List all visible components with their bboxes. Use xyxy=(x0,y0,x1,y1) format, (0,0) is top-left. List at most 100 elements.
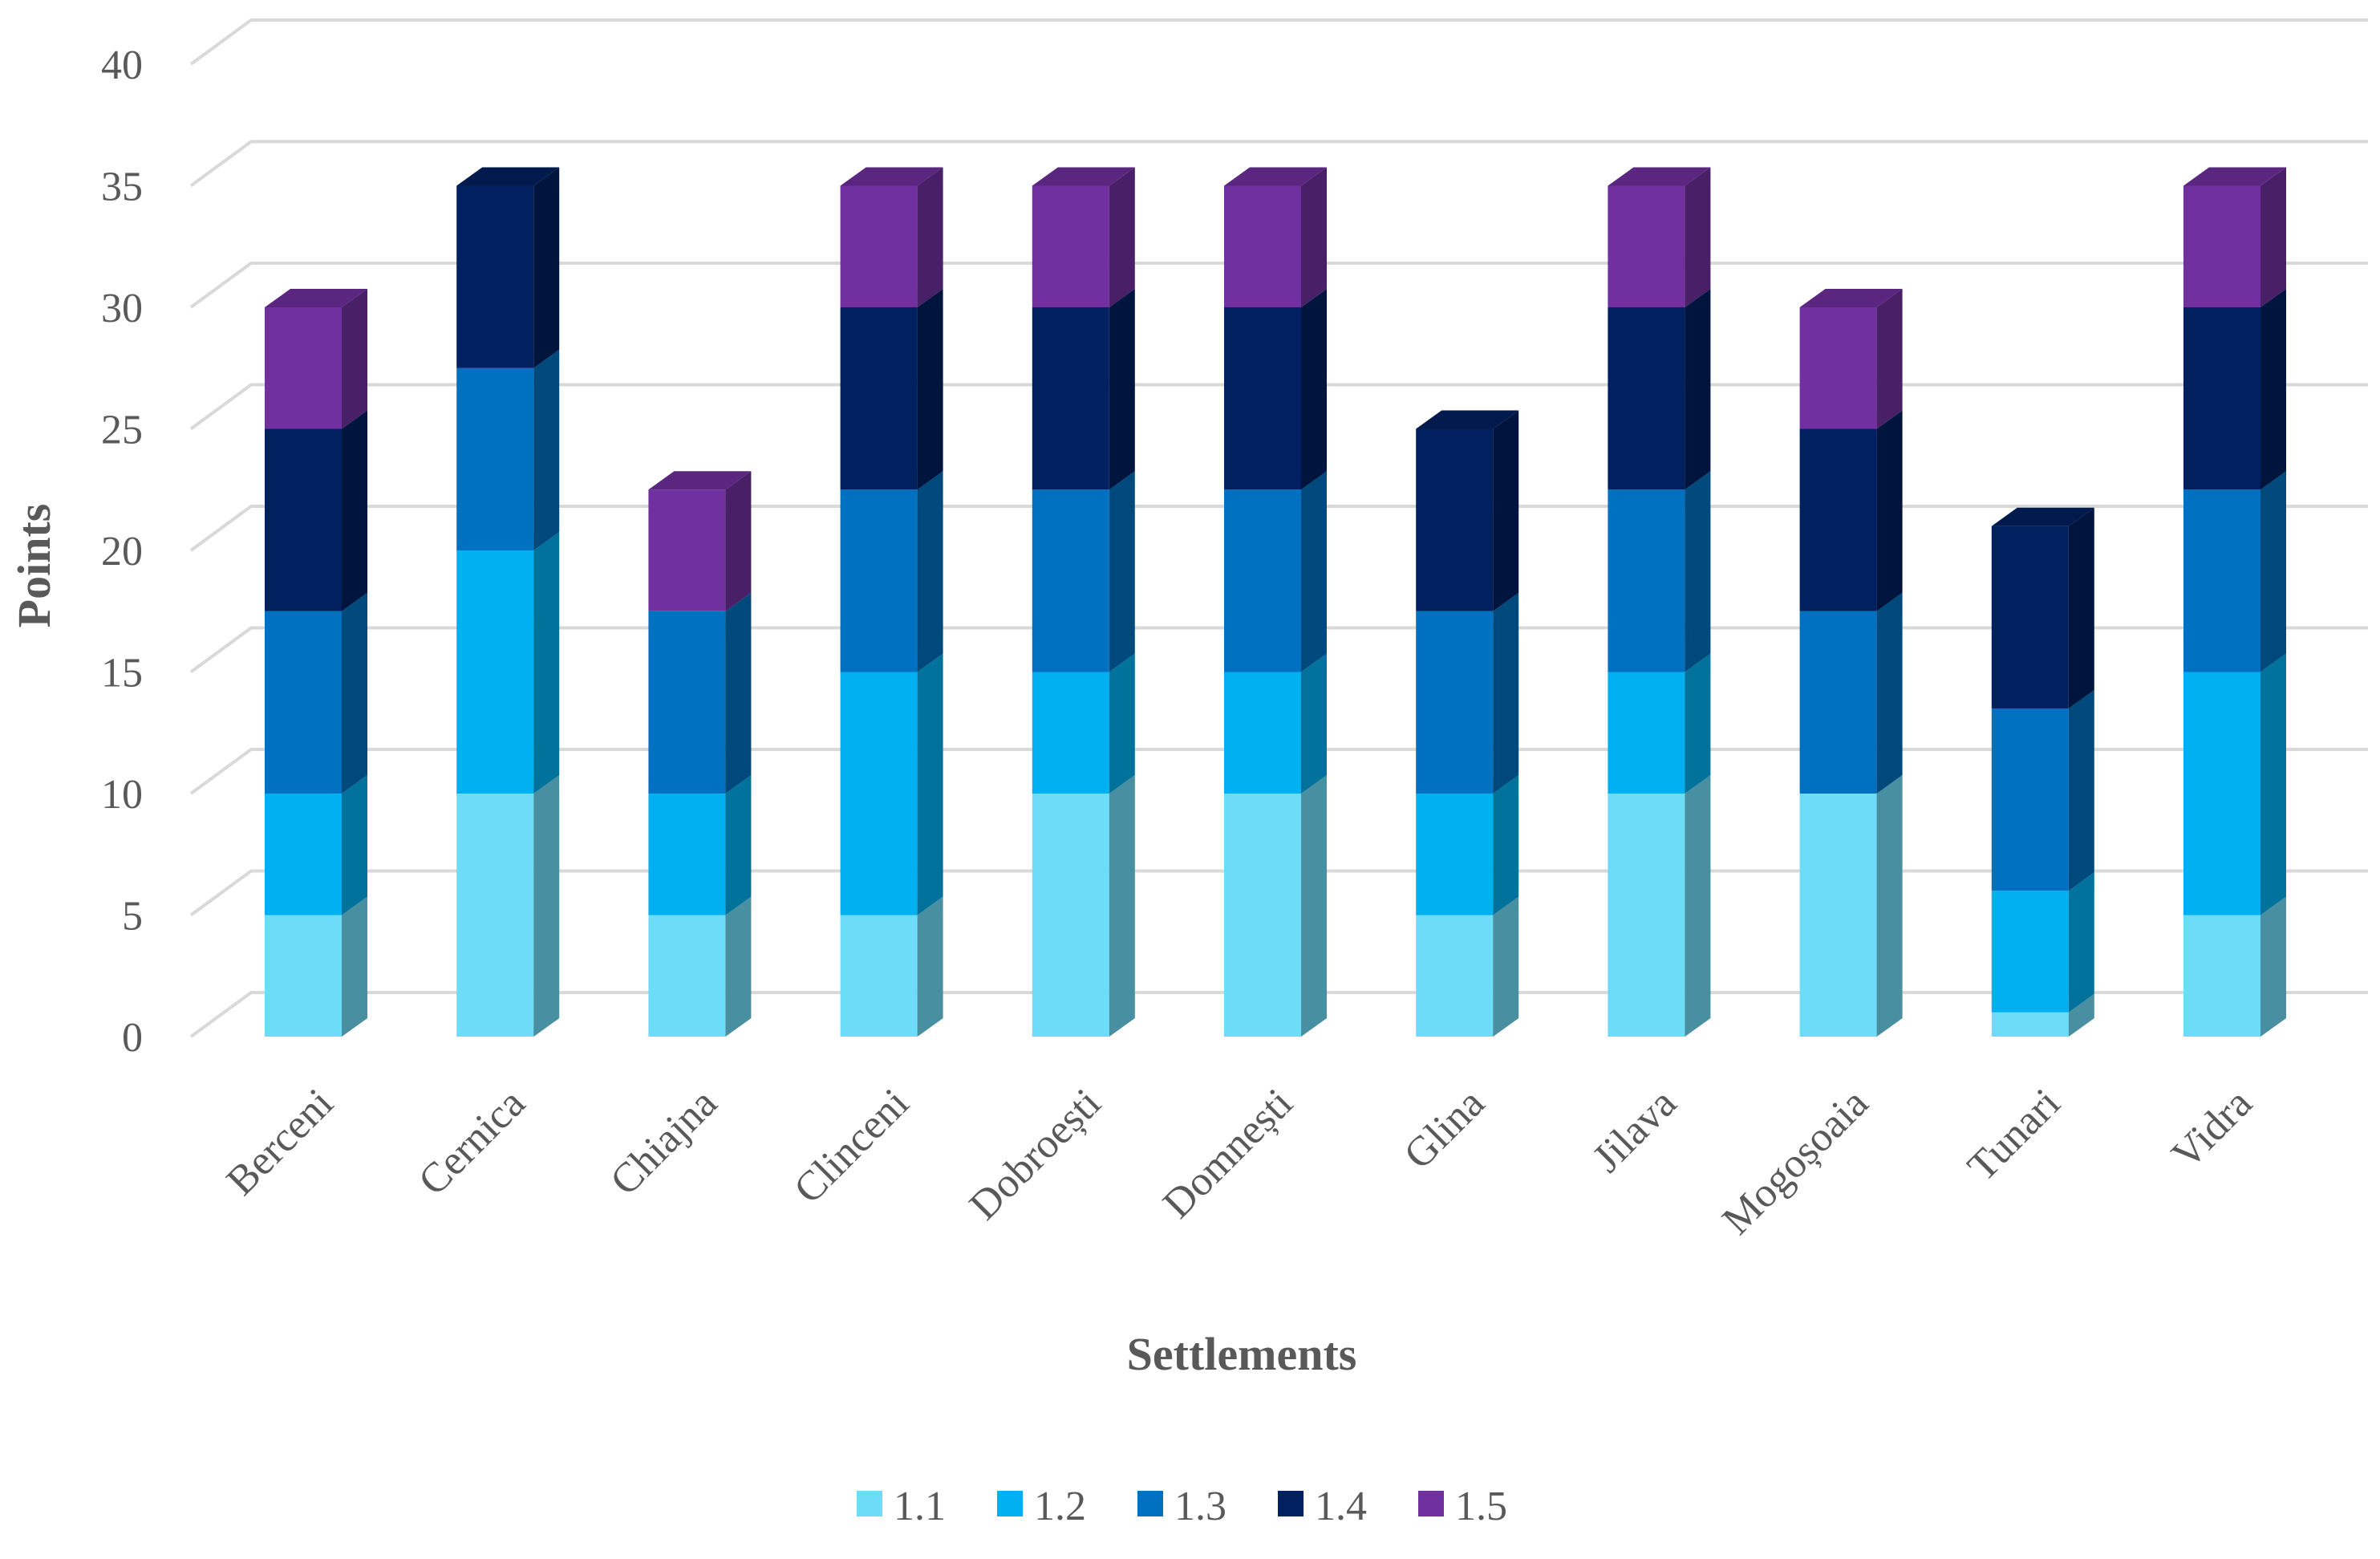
bar-side xyxy=(917,653,943,916)
legend-label: 1.3 xyxy=(1174,1484,1226,1529)
bar-side xyxy=(1493,410,1519,611)
bar-side xyxy=(342,289,367,429)
legend-swatch xyxy=(1418,1491,1444,1516)
x-category-label: Tunari xyxy=(1959,1080,2069,1190)
bar-segment xyxy=(1416,592,1519,794)
bar-side xyxy=(2068,872,2094,1013)
bar-side xyxy=(2260,471,2286,672)
bar-top xyxy=(2183,167,2286,186)
bar-front xyxy=(1799,307,1877,429)
bar-segment xyxy=(456,349,560,550)
bar-front xyxy=(648,611,726,794)
bar-side xyxy=(2260,289,2286,490)
bar-side xyxy=(342,592,367,794)
bar-side xyxy=(1685,775,1711,1037)
bar-top xyxy=(1032,167,1135,186)
bar-segment xyxy=(840,167,943,307)
bar-side xyxy=(725,592,752,794)
bar-segment xyxy=(2183,653,2286,916)
bar-front xyxy=(1032,489,1109,672)
bar-side xyxy=(725,471,752,611)
x-category-label: Mogoșoaia xyxy=(1713,1080,1877,1244)
bar-front xyxy=(456,794,534,1037)
bar-front xyxy=(456,185,534,368)
bar-side xyxy=(2068,507,2094,708)
bar-segment xyxy=(1799,775,1903,1037)
bar-front xyxy=(1224,672,1301,794)
bar-front xyxy=(1608,307,1685,490)
bar-front xyxy=(2183,307,2260,490)
bar-front xyxy=(840,915,918,1037)
bar-side xyxy=(342,896,367,1037)
bar-front xyxy=(1799,794,1877,1037)
bar-side xyxy=(1876,410,1903,611)
bar-front xyxy=(840,672,918,916)
legend-label: 1.4 xyxy=(1315,1484,1367,1529)
bar-segment xyxy=(265,592,367,794)
bar-side xyxy=(725,775,752,916)
bar-segment xyxy=(1032,471,1135,672)
bar-segment xyxy=(1224,289,1327,490)
bar-segment xyxy=(1608,471,1711,672)
bars xyxy=(265,167,2286,1037)
legend: 1.1 1.2 1.3 1.4 1.5 xyxy=(857,1484,1507,1529)
bar-front xyxy=(1991,708,2069,891)
bar-segment xyxy=(1032,289,1135,490)
bar-side xyxy=(2260,653,2286,916)
y-tick-label: 30 xyxy=(101,286,143,331)
bar-side xyxy=(1685,471,1711,672)
bar-segment xyxy=(1416,775,1519,916)
bar-segment xyxy=(648,592,752,794)
y-tick-label: 35 xyxy=(101,164,143,210)
bar-segment xyxy=(1032,653,1135,794)
bar-front xyxy=(1224,794,1301,1037)
x-category-label: Berceni xyxy=(218,1080,343,1204)
bar-front xyxy=(1032,672,1109,794)
bar-segment xyxy=(2183,289,2286,490)
bar-front xyxy=(1608,794,1685,1037)
bar-segment xyxy=(1608,167,1711,307)
bar-side xyxy=(1109,167,1135,307)
bar-front xyxy=(1224,489,1301,672)
bar-side xyxy=(342,775,367,916)
gridline xyxy=(189,18,2368,66)
bar-side xyxy=(2260,167,2286,307)
bar-front xyxy=(1416,794,1494,916)
bar-front xyxy=(456,367,534,550)
bar-front xyxy=(456,550,534,794)
bar-side xyxy=(2068,689,2094,891)
y-axis-title: Points xyxy=(8,504,60,628)
bar-side xyxy=(917,289,943,490)
y-axis-ticks: 0 5 10 15 20 25 30 35 40 xyxy=(101,43,143,1061)
bar-segment xyxy=(1991,689,2094,891)
bar-side xyxy=(1493,775,1519,916)
y-tick-label: 0 xyxy=(122,1015,143,1061)
bar-side xyxy=(1301,471,1327,672)
bar-side xyxy=(917,167,943,307)
bar-front xyxy=(1224,307,1301,490)
x-axis-title: Settlements xyxy=(1127,1328,1357,1380)
bar-segment xyxy=(1032,775,1135,1037)
x-category-label: Dobroești xyxy=(961,1080,1109,1228)
bar-segment xyxy=(648,471,752,611)
bar-side xyxy=(2068,993,2094,1037)
y-tick-label: 10 xyxy=(101,772,143,818)
bar-side xyxy=(725,896,752,1037)
bar-top xyxy=(1991,507,2094,526)
x-category-label: Cernica xyxy=(410,1080,534,1204)
bar-segment xyxy=(1608,289,1711,490)
bar-segment xyxy=(1608,653,1711,794)
bar-side xyxy=(917,471,943,672)
bar-segment xyxy=(265,896,367,1037)
bar-segment xyxy=(265,775,367,916)
bar-front xyxy=(1032,307,1109,490)
bar-front xyxy=(1608,672,1685,794)
bar-front xyxy=(265,428,342,611)
y-tick-label: 5 xyxy=(122,894,143,940)
bar-segment xyxy=(1799,289,1903,429)
bar-front xyxy=(840,489,918,672)
bar-side xyxy=(533,532,560,794)
bar-front xyxy=(265,611,342,794)
legend-swatch xyxy=(857,1491,882,1516)
bar-segment xyxy=(2183,471,2286,672)
